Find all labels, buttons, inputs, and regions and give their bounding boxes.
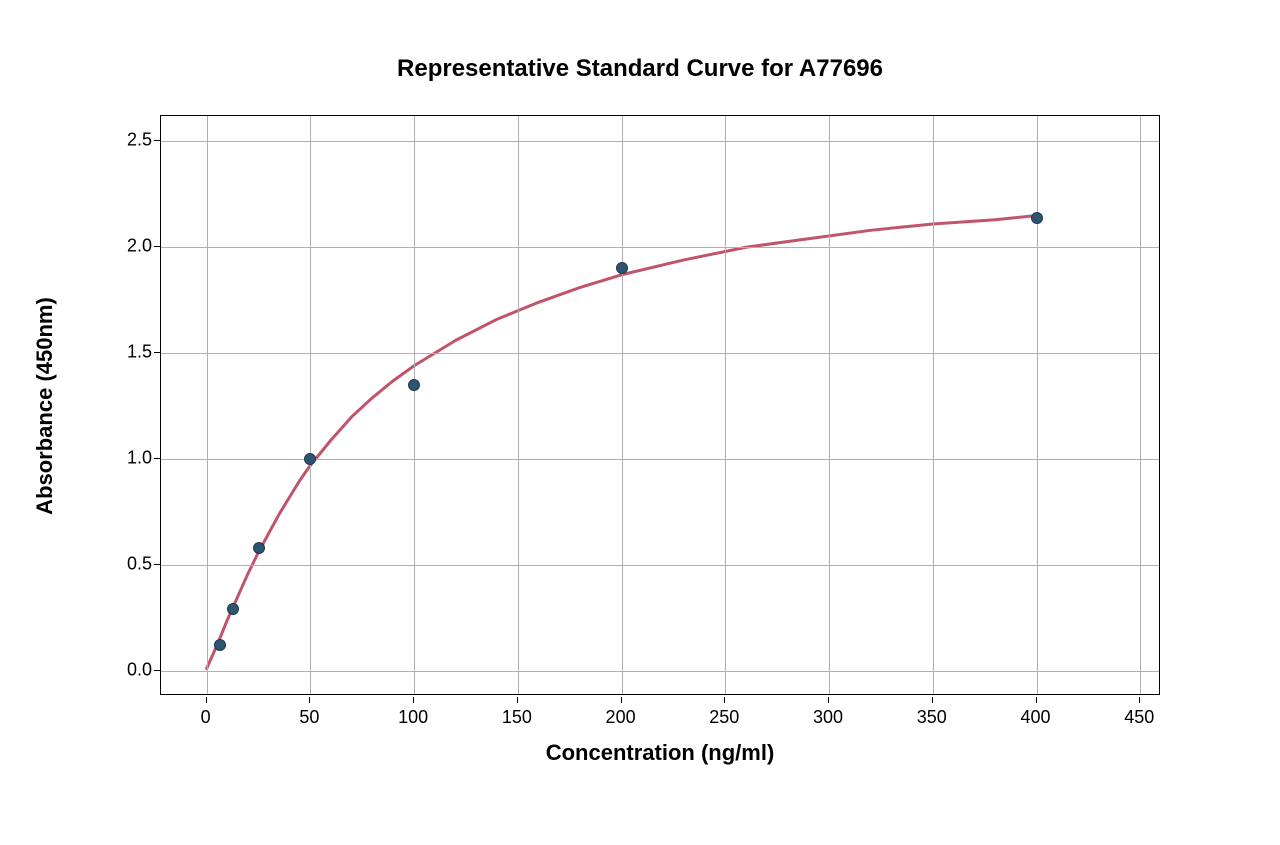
x-tick-mark xyxy=(724,697,725,703)
grid-line-horizontal xyxy=(161,565,1159,566)
data-point xyxy=(616,262,628,274)
chart-container: Representative Standard Curve for A77696… xyxy=(0,0,1280,845)
grid-line-vertical xyxy=(829,116,830,694)
grid-line-vertical xyxy=(518,116,519,694)
x-axis-label: Concentration (ng/ml) xyxy=(546,740,775,766)
y-tick-mark xyxy=(154,246,160,247)
x-tick-label: 150 xyxy=(502,707,532,728)
x-tick-label: 300 xyxy=(813,707,843,728)
data-point xyxy=(253,542,265,554)
data-point xyxy=(304,453,316,465)
grid-line-vertical xyxy=(725,116,726,694)
y-tick-label: 2.5 xyxy=(112,130,152,151)
x-tick-label: 350 xyxy=(917,707,947,728)
grid-line-vertical xyxy=(622,116,623,694)
y-tick-label: 0.0 xyxy=(112,659,152,680)
data-point xyxy=(214,639,226,651)
grid-line-horizontal xyxy=(161,247,1159,248)
data-point xyxy=(227,603,239,615)
y-tick-mark xyxy=(154,670,160,671)
grid-line-horizontal xyxy=(161,141,1159,142)
grid-line-vertical xyxy=(207,116,208,694)
x-tick-label: 400 xyxy=(1020,707,1050,728)
x-tick-mark xyxy=(932,697,933,703)
grid-line-horizontal xyxy=(161,671,1159,672)
data-point xyxy=(408,379,420,391)
x-tick-label: 200 xyxy=(606,707,636,728)
x-tick-mark xyxy=(1036,697,1037,703)
y-tick-label: 0.5 xyxy=(112,553,152,574)
y-axis-label: Absorbance (450nm) xyxy=(32,256,58,556)
y-tick-label: 1.0 xyxy=(112,447,152,468)
y-tick-label: 1.5 xyxy=(112,342,152,363)
x-tick-mark xyxy=(309,697,310,703)
y-tick-label: 2.0 xyxy=(112,236,152,257)
x-tick-mark xyxy=(1139,697,1140,703)
x-tick-label: 250 xyxy=(709,707,739,728)
x-tick-label: 100 xyxy=(398,707,428,728)
grid-line-horizontal xyxy=(161,353,1159,354)
grid-line-vertical xyxy=(310,116,311,694)
chart-title: Representative Standard Curve for A77696 xyxy=(0,55,1280,83)
grid-line-vertical xyxy=(1140,116,1141,694)
x-tick-mark xyxy=(621,697,622,703)
grid-line-vertical xyxy=(1037,116,1038,694)
data-point xyxy=(1031,212,1043,224)
y-tick-mark xyxy=(154,458,160,459)
x-tick-mark xyxy=(206,697,207,703)
x-tick-label: 0 xyxy=(201,707,211,728)
y-tick-mark xyxy=(154,564,160,565)
x-tick-mark xyxy=(413,697,414,703)
grid-line-vertical xyxy=(933,116,934,694)
grid-line-vertical xyxy=(414,116,415,694)
x-tick-mark xyxy=(517,697,518,703)
x-tick-label: 450 xyxy=(1124,707,1154,728)
y-tick-mark xyxy=(154,352,160,353)
plot-area xyxy=(160,115,1160,695)
y-tick-mark xyxy=(154,140,160,141)
x-tick-mark xyxy=(828,697,829,703)
x-tick-label: 50 xyxy=(299,707,319,728)
